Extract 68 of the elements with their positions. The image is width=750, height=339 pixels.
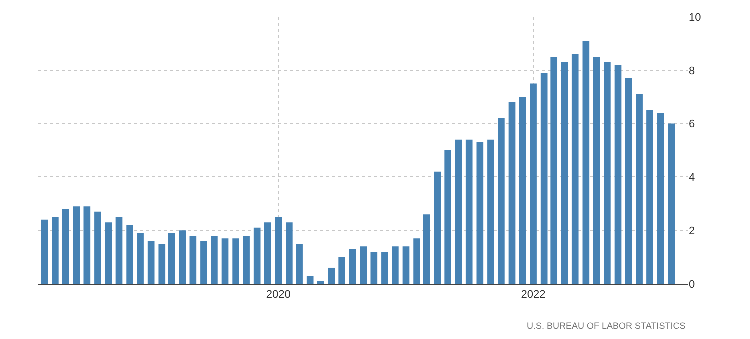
bar [338, 257, 346, 284]
bar [561, 62, 568, 284]
bar [668, 124, 676, 284]
bar [306, 276, 314, 284]
bar [370, 252, 378, 284]
bar [179, 230, 186, 284]
y-tick-label: 8 [689, 65, 696, 78]
bar [211, 236, 218, 284]
bar [625, 78, 632, 284]
bar [488, 140, 494, 284]
bar [540, 73, 548, 284]
bar [582, 41, 590, 284]
bar [657, 113, 664, 284]
bar [349, 249, 356, 284]
bar [498, 118, 505, 284]
bar [604, 62, 611, 284]
bar [382, 252, 388, 284]
y-tick-label: 2 [689, 225, 696, 238]
bar [286, 222, 293, 284]
bar [550, 57, 558, 284]
x-tick-label: 2020 [266, 289, 291, 302]
bar [455, 140, 462, 284]
bar [190, 236, 197, 284]
y-tick-label: 4 [689, 172, 696, 184]
x-tick-label: 2022 [521, 289, 546, 302]
bar [116, 217, 123, 284]
bar [222, 238, 229, 284]
bar [94, 212, 102, 284]
bar [243, 236, 250, 284]
bar [466, 140, 473, 284]
bar [476, 142, 484, 284]
bar [572, 54, 579, 284]
bar [530, 84, 537, 284]
bar [328, 268, 336, 284]
bar [105, 222, 112, 284]
bar [444, 150, 452, 284]
bar [646, 110, 654, 284]
bar [296, 244, 303, 284]
bar [275, 217, 282, 284]
y-tick-label: 0 [689, 278, 696, 291]
bar [168, 233, 176, 284]
y-tick-label: 10 [689, 12, 702, 24]
bar [402, 246, 410, 284]
bar [593, 57, 600, 284]
y-tick-label: 6 [689, 118, 696, 131]
bar [41, 220, 48, 284]
bar [200, 241, 208, 284]
bar [360, 246, 368, 284]
bar [392, 246, 399, 284]
bar [614, 65, 622, 284]
bar [52, 217, 59, 284]
bar [254, 228, 261, 284]
text: U.S. BUREAU OF LABOR STATISTICS [527, 321, 686, 331]
bar [137, 233, 144, 284]
bar [519, 97, 526, 284]
bar [423, 214, 430, 284]
bar [434, 172, 442, 284]
bar [148, 241, 155, 284]
bar [73, 206, 80, 284]
bar [62, 209, 70, 284]
bar [264, 222, 272, 284]
bar [232, 238, 240, 284]
bar [508, 102, 516, 284]
bar [158, 244, 166, 284]
bar [126, 225, 134, 284]
bar [414, 238, 420, 284]
bar [84, 206, 91, 284]
bar [636, 94, 643, 284]
